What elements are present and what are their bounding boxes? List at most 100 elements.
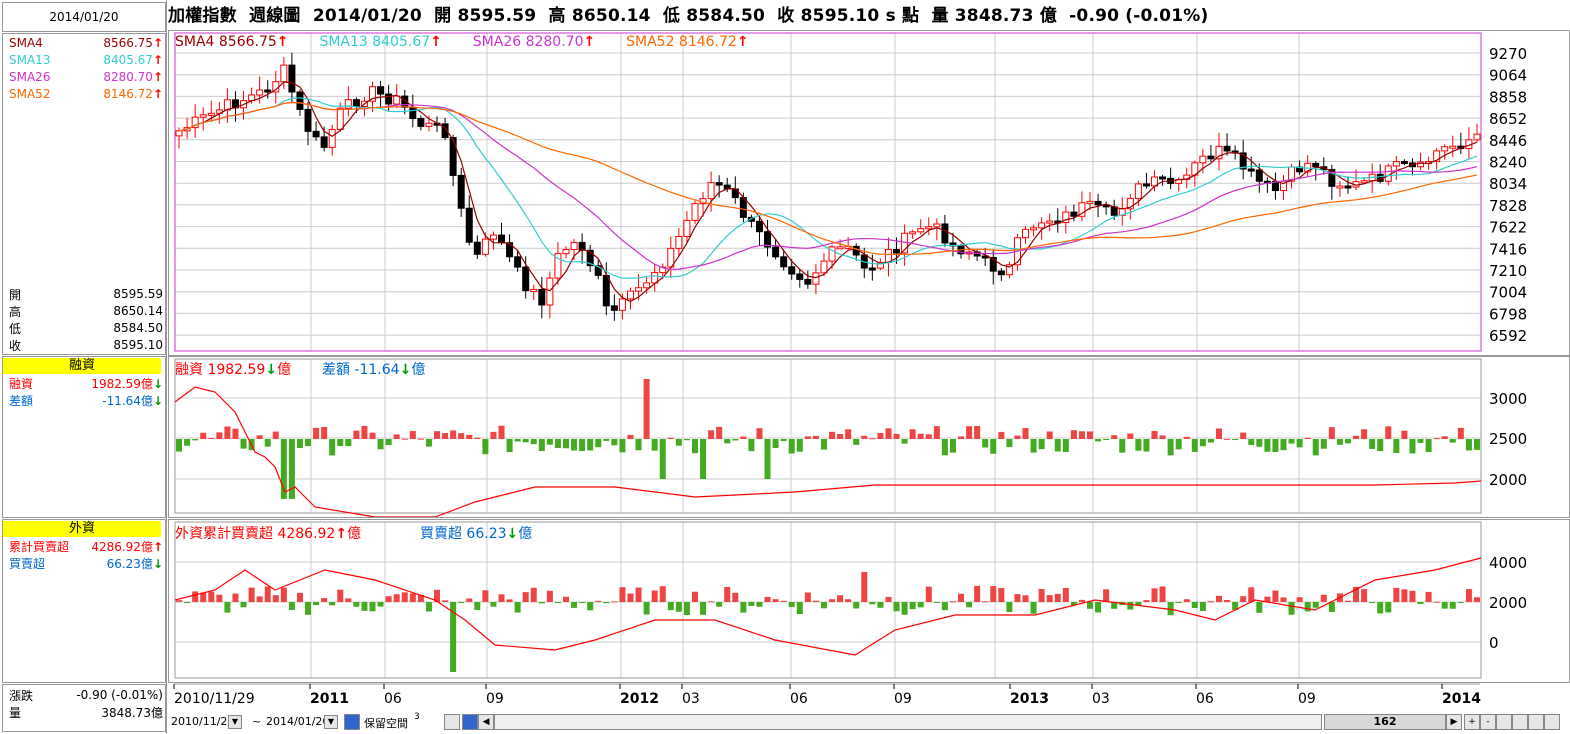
foreign-bar <box>321 598 328 602</box>
candle-body <box>1344 185 1352 189</box>
margin-row: 融資 1982.59億↓ <box>9 375 163 391</box>
window-icon[interactable] <box>1544 714 1560 730</box>
margin-bar <box>587 439 594 451</box>
foreign-bar <box>1272 590 1279 602</box>
scroll-right-icon[interactable]: ▶ <box>1446 714 1462 730</box>
zoom-out-icon[interactable]: - <box>1480 714 1496 730</box>
sma-line <box>178 101 1478 255</box>
candle-body <box>1215 145 1223 160</box>
margin-chart[interactable]: 3000 2500 2000 <box>169 357 1569 517</box>
foreign-bar <box>1328 602 1335 613</box>
candle-body <box>739 197 747 218</box>
foreign-cum-value: 4286.92億 <box>91 539 153 554</box>
margin-bar <box>1296 439 1303 448</box>
margin-bar <box>748 439 755 452</box>
margin-panel[interactable]: 3000 2500 2000 融資 1982.59↓億 差額 -11.64↓億 <box>168 356 1570 518</box>
scroll-left-icon[interactable]: ◀ <box>478 714 494 730</box>
foreign-bar <box>1143 600 1150 602</box>
candle-body <box>1030 227 1038 231</box>
foreign-bar <box>490 602 497 607</box>
margin-bar <box>812 435 819 439</box>
margin-bar <box>732 439 739 441</box>
margin-bar <box>313 427 320 439</box>
margin-bar <box>611 439 618 446</box>
candle-body <box>1328 169 1336 187</box>
foreign-bar <box>474 602 481 611</box>
margin-bar <box>216 432 223 439</box>
margin-bar <box>337 439 344 447</box>
candle-body <box>175 130 183 137</box>
scroll-thumb[interactable]: 162 <box>1324 714 1446 730</box>
x-tick-label: 06 <box>1196 691 1214 707</box>
foreign-panel[interactable]: 4000 2000 0 外資累計買賣超 4286.92↑億 買賣超 66.23↓億 <box>168 519 1570 683</box>
margin-bar <box>442 432 449 439</box>
foreign-bar <box>716 602 723 607</box>
candle-body <box>909 231 917 235</box>
margin-diff-row: 差額 -11.64億↓ <box>9 392 163 408</box>
candle-body <box>602 274 610 307</box>
margin-bar <box>1409 439 1416 454</box>
margin-bar <box>554 439 561 448</box>
zoom-in-icon[interactable]: + <box>1464 714 1480 730</box>
price-panel[interactable]: 9270 9064 8858 8652 8446 8240 8034 7828 7622 7416… <box>168 30 1570 356</box>
margin-bar <box>240 439 247 449</box>
foreign-chart[interactable]: 4000 2000 0 <box>169 520 1569 682</box>
foreign-bar <box>893 602 900 612</box>
foreign-bar <box>1280 597 1287 602</box>
up-arrow-icon: ↑ <box>335 526 348 542</box>
settings-icon[interactable] <box>462 714 478 730</box>
margin-bar <box>401 438 408 440</box>
scroll-track[interactable] <box>494 714 1322 730</box>
foreign-title: 外資 <box>3 521 161 537</box>
candle-body <box>1441 146 1449 152</box>
margin-bar <box>708 430 715 439</box>
foreign-bar <box>837 595 844 602</box>
up-arrow-icon: ↑ <box>152 53 163 67</box>
foreign-bar <box>1473 597 1480 602</box>
candle-body <box>473 241 481 255</box>
foreign-bar <box>1135 602 1142 606</box>
margin-bar <box>1151 431 1158 439</box>
foreign-bar <box>176 600 183 602</box>
margin-diff-label: 差額 <box>9 393 34 408</box>
foreign-bar <box>1207 601 1214 603</box>
margin-bar <box>724 439 731 444</box>
margin-bar <box>345 439 352 447</box>
start-date[interactable]: 2010/11/29 <box>171 715 235 728</box>
end-date[interactable]: 2014/01/20 <box>266 715 330 728</box>
foreign-bar <box>305 602 312 615</box>
foreign-bar <box>949 601 956 603</box>
candle-body <box>393 95 401 105</box>
candle-body <box>836 246 844 250</box>
foreign-bar <box>619 587 626 602</box>
up-arrow-icon: ↑ <box>152 87 163 101</box>
margin-balance-line <box>174 386 1482 517</box>
foreign-bar <box>764 596 771 602</box>
sidebar-low-row: 低 8584.50 <box>9 320 163 336</box>
end-date-dropdown-icon[interactable]: ▼ <box>324 715 338 729</box>
crosshair-icon[interactable] <box>1496 714 1512 730</box>
margin-bar <box>288 439 295 499</box>
price-chart[interactable]: 9270 9064 8858 8652 8446 8240 8034 7828 7622 7416… <box>169 31 1569 355</box>
margin-bar <box>643 379 650 439</box>
sma-line <box>178 101 1478 270</box>
clock-icon[interactable] <box>1512 714 1528 730</box>
foreign-bar <box>966 602 973 608</box>
foreign-bar <box>998 588 1005 602</box>
margin-bar <box>1224 438 1231 440</box>
start-date-dropdown-icon[interactable]: ▼ <box>228 715 242 729</box>
draw-tool-icon[interactable] <box>1528 714 1544 730</box>
foreign-bar <box>1433 601 1440 603</box>
foreign-bar <box>861 572 868 602</box>
grid-toggle-icon[interactable] <box>444 714 460 730</box>
margin-bar <box>1014 435 1021 439</box>
foreign-net-row: 買賣超 66.23億↓ <box>9 555 163 571</box>
margin-bar <box>635 439 642 451</box>
margin-bar <box>361 425 368 439</box>
foreign-bar <box>1062 588 1069 602</box>
candle-body <box>417 117 425 127</box>
legend-foreign-net-unit: 億 <box>518 526 533 542</box>
calendar-icon[interactable] <box>344 714 360 730</box>
foreign-bar <box>458 602 465 603</box>
margin-bar <box>1369 439 1376 449</box>
